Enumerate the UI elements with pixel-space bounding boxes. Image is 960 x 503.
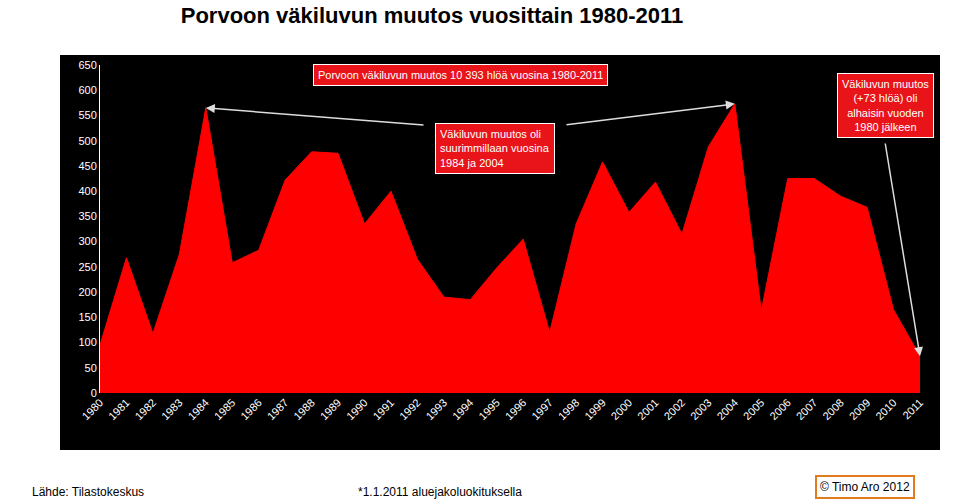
svg-text:550: 550 — [78, 109, 96, 121]
svg-text:Porvoon väkiluvun muutos vuosi: Porvoon väkiluvun muutos vuosittain 1980… — [181, 3, 684, 28]
svg-text:650: 650 — [78, 59, 96, 71]
svg-text:400: 400 — [78, 185, 96, 197]
svg-text:Porvoon väkiluvun muutos 10 39: Porvoon väkiluvun muutos 10 393 hlöä vuo… — [318, 69, 603, 81]
svg-text:300: 300 — [78, 235, 96, 247]
svg-text:Väkiluvun muutos olisuurimmill: Väkiluvun muutos olisuurimmillaan vuosin… — [440, 128, 550, 169]
svg-text:250: 250 — [78, 261, 96, 273]
svg-text:1982: 1982 — [132, 396, 158, 422]
svg-text:Väkiluvun muutos(+73 hlöä) oli: Väkiluvun muutos(+73 hlöä) olialhaisin v… — [842, 78, 929, 133]
svg-text:500: 500 — [78, 135, 96, 147]
svg-text:350: 350 — [78, 210, 96, 222]
svg-text:2009: 2009 — [847, 396, 873, 422]
svg-text:1997: 1997 — [529, 396, 555, 422]
svg-text:150: 150 — [78, 311, 96, 323]
svg-text:2006: 2006 — [767, 396, 793, 422]
svg-text:1984: 1984 — [185, 396, 211, 422]
svg-text:1985: 1985 — [212, 396, 238, 422]
svg-text:100: 100 — [78, 336, 96, 348]
svg-text:50: 50 — [85, 362, 97, 374]
svg-text:2011: 2011 — [900, 396, 925, 421]
svg-text:1980: 1980 — [80, 396, 106, 422]
svg-text:2010: 2010 — [873, 396, 899, 422]
svg-text:1987: 1987 — [265, 396, 291, 422]
svg-text:1995: 1995 — [476, 396, 502, 422]
svg-text:© Timo Aro 2012: © Timo Aro 2012 — [820, 480, 910, 494]
svg-text:2000: 2000 — [609, 396, 635, 422]
svg-text:1989: 1989 — [318, 396, 344, 422]
svg-text:2001: 2001 — [635, 396, 661, 422]
svg-text:1990: 1990 — [344, 396, 370, 422]
svg-text:0: 0 — [91, 387, 97, 399]
svg-text:2004: 2004 — [714, 396, 740, 422]
svg-text:1991: 1991 — [370, 396, 396, 422]
svg-text:2008: 2008 — [820, 396, 846, 422]
svg-text:Lähde: Tilastokeskus: Lähde: Tilastokeskus — [32, 485, 144, 499]
svg-text:1994: 1994 — [450, 396, 476, 422]
svg-text:1999: 1999 — [582, 396, 608, 422]
svg-text:*1.1.2011 aluejakoluokituksell: *1.1.2011 aluejakoluokituksella — [358, 485, 522, 499]
svg-text:1981: 1981 — [106, 396, 132, 422]
svg-text:2007: 2007 — [794, 396, 820, 422]
svg-text:600: 600 — [78, 84, 96, 96]
svg-text:1998: 1998 — [556, 396, 582, 422]
svg-text:2002: 2002 — [661, 396, 687, 422]
svg-text:2005: 2005 — [741, 396, 767, 422]
svg-text:1983: 1983 — [159, 396, 185, 422]
svg-text:1988: 1988 — [291, 396, 317, 422]
svg-text:1996: 1996 — [503, 396, 529, 422]
svg-text:1992: 1992 — [397, 396, 423, 422]
svg-text:450: 450 — [78, 160, 96, 172]
svg-text:2003: 2003 — [688, 396, 714, 422]
svg-text:1993: 1993 — [423, 396, 449, 422]
svg-text:200: 200 — [78, 286, 96, 298]
svg-text:1986: 1986 — [238, 396, 264, 422]
